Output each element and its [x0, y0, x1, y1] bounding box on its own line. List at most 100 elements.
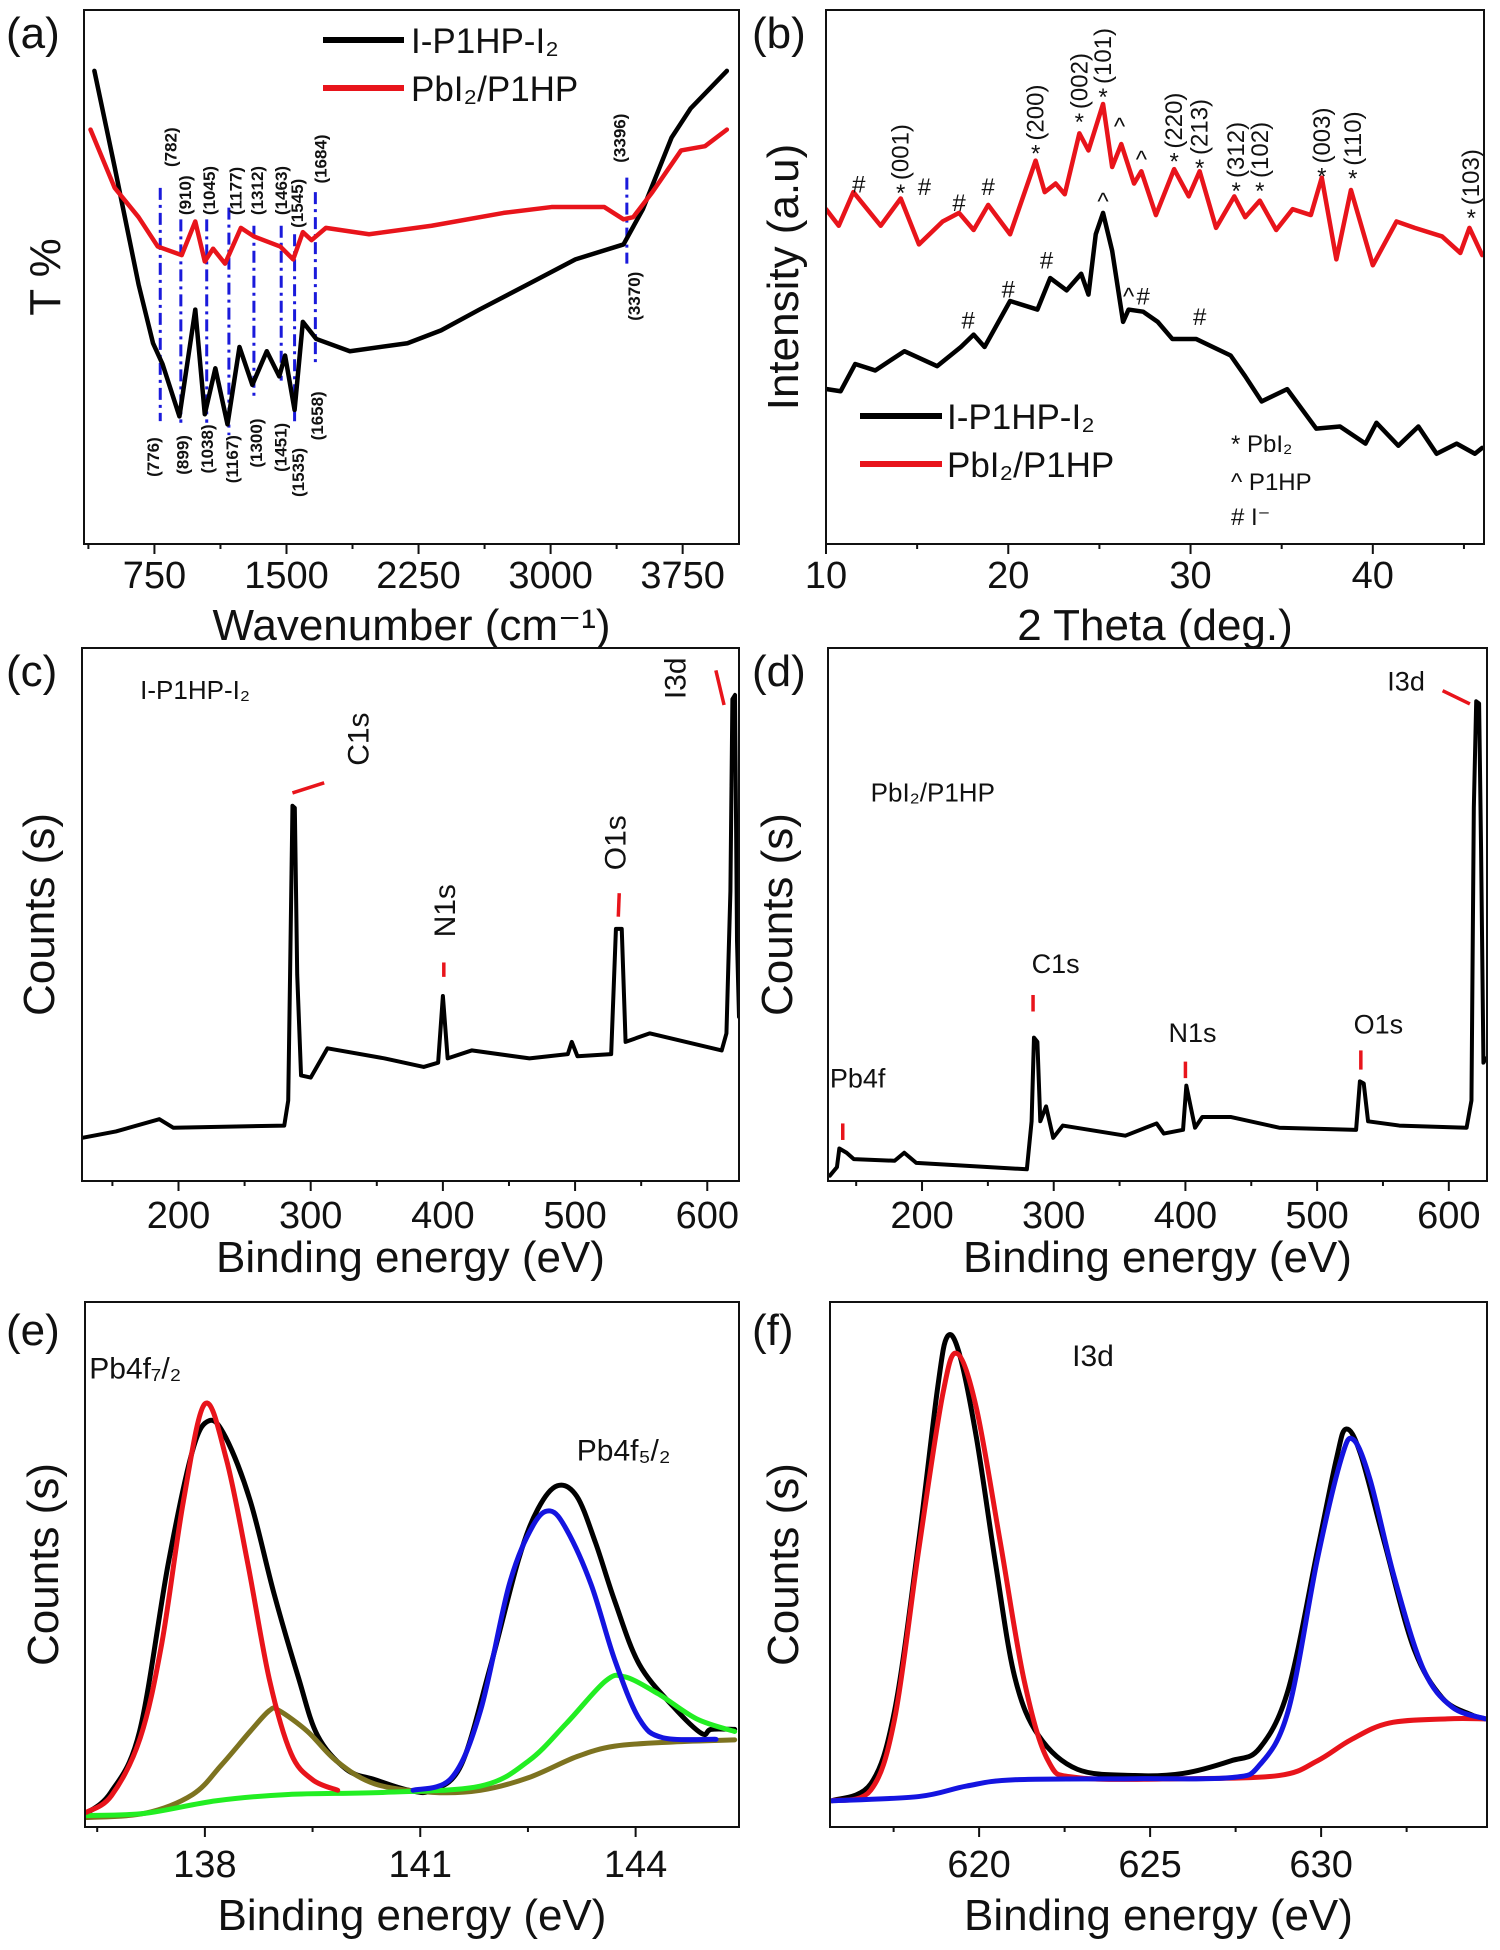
- panel-label: (b): [752, 9, 806, 58]
- peak-wavenumber-label: (1312): [248, 166, 267, 215]
- peak-wavenumber-label: (1463): [272, 166, 291, 215]
- hkl-label: (102): [1247, 122, 1274, 178]
- peak-label: I3d: [660, 657, 693, 699]
- peak-wavenumber-label: (1300): [247, 419, 266, 468]
- x-tick-label: 400: [411, 1195, 474, 1237]
- peak-label: Pb4f: [830, 1064, 886, 1094]
- peak-symbol: #: [1193, 304, 1207, 331]
- y-axis-label: Intensity (a.u): [759, 144, 808, 411]
- peak-symbol: #: [1136, 284, 1150, 311]
- x-tick-label: 630: [1289, 1844, 1352, 1886]
- legend-label: I-P1HP-I₂: [411, 22, 559, 61]
- x-tick-label: 1500: [244, 555, 329, 597]
- x-tick-label: 200: [890, 1195, 953, 1237]
- legend-label: I-P1HP-I₂: [947, 398, 1095, 437]
- peak-symbol: *: [1317, 164, 1326, 191]
- series-line-1: [830, 1350, 1487, 1804]
- hkl-label: (103): [1458, 149, 1485, 205]
- panel-label: (d): [752, 647, 806, 696]
- peak-wavenumber-label: (1177): [227, 167, 246, 215]
- x-tick-label: 600: [676, 1195, 739, 1237]
- hkl-label: (101): [1090, 28, 1117, 84]
- peak-marker: [714, 669, 726, 706]
- y-axis-label: Counts (s): [15, 813, 64, 1016]
- peak-symbol: *: [1098, 84, 1107, 111]
- x-tick-label: 20: [987, 555, 1029, 597]
- peak-symbol: ^: [1123, 284, 1135, 311]
- x-tick-label: 141: [389, 1844, 452, 1886]
- x-tick-label: 500: [1285, 1195, 1348, 1237]
- x-axis-label: Wavenumber (cm⁻¹): [212, 601, 610, 650]
- hkl-label: (110): [1340, 111, 1367, 165]
- peak-wavenumber-label: (899): [174, 435, 193, 475]
- hkl-label: (001): [888, 124, 915, 180]
- symbol-key-note: * PbI₂: [1231, 431, 1292, 458]
- panel-label: (e): [6, 1306, 60, 1355]
- peak-label: Pb4f₇/₂: [89, 1353, 181, 1386]
- peak-wavenumber-label: (3370): [625, 272, 644, 321]
- series-line-pbi-p1hp: [826, 101, 1484, 268]
- x-tick-label: 10: [805, 555, 847, 597]
- symbol-key-note: ^ P1HP: [1231, 469, 1312, 496]
- peak-wavenumber-label: (1545): [288, 179, 307, 228]
- peak-label: N1s: [1169, 1018, 1217, 1048]
- hkl-label: (312): [1223, 122, 1250, 178]
- x-tick-label: 200: [147, 1195, 210, 1237]
- x-tick-label: 3000: [508, 555, 593, 597]
- peak-wavenumber-label: (1535): [289, 448, 308, 497]
- x-axis-label: Binding energy (eV): [216, 1233, 605, 1282]
- peak-wavenumber-label: (1451): [271, 423, 290, 472]
- hkl-label: (003): [1309, 108, 1336, 164]
- peak-symbol: *: [1255, 178, 1264, 205]
- peak-symbol: #: [952, 190, 966, 217]
- peak-symbol: *: [896, 180, 905, 207]
- sample-label: I-P1HP-I₂: [140, 675, 250, 705]
- hkl-label: (213): [1187, 99, 1214, 155]
- x-tick-label: 3750: [640, 555, 725, 597]
- series-line-0: [830, 1332, 1487, 1804]
- peak-label: C1s: [342, 712, 375, 765]
- series-line-i-p1hp-i-: [826, 210, 1484, 457]
- x-tick-label: 30: [1169, 555, 1211, 597]
- peak-wavenumber-label: (1684): [312, 134, 331, 183]
- series-line-0: [85, 1417, 738, 1816]
- series-line-2: [830, 1435, 1487, 1804]
- peak-wavenumber-label: (1658): [308, 391, 327, 440]
- y-axis-label: T %: [21, 238, 70, 315]
- hkl-label: (220): [1161, 93, 1188, 149]
- peak-symbol: *: [1031, 141, 1040, 168]
- peak-symbol: *: [1467, 205, 1476, 232]
- panel-f: 620 625 630 Binding energy (eV) Counts (s) (f…: [752, 1301, 1488, 1940]
- panel-label: (f): [752, 1306, 794, 1355]
- legend: I-P1HP-I₂ PbI₂/P1HP: [860, 398, 1114, 485]
- x-tick-label: 500: [543, 1195, 606, 1237]
- peak-marker: [1441, 689, 1471, 706]
- x-tick-label: 2250: [376, 555, 461, 597]
- peak-wavenumber-label: (910): [176, 175, 195, 215]
- peak-symbol: *: [1169, 149, 1178, 176]
- peak-symbol: ^: [1136, 146, 1148, 173]
- peak-wavenumber-label: (3396): [611, 114, 630, 163]
- panel-b: 10 20 30 40 2 Theta (deg.) Intensity (a.u) (b)…: [752, 9, 1485, 650]
- series-line-2: [85, 1672, 738, 1818]
- peak-symbol: #: [852, 172, 866, 199]
- x-tick-label: 138: [173, 1844, 236, 1886]
- peak-label: O1s: [1354, 1009, 1404, 1039]
- peak-symbol: #: [918, 174, 932, 201]
- peak-symbol: *: [1231, 178, 1240, 205]
- hkl-label: (002): [1066, 53, 1093, 109]
- legend: I-P1HP-I₂ PbI₂/P1HP: [323, 22, 578, 109]
- panel-e: 138 141 144 Binding energy (eV) Counts (s) (e…: [6, 1301, 740, 1940]
- series-line-0: [82, 692, 739, 1140]
- series-line-4: [410, 1508, 719, 1793]
- legend-label: PbI₂/P1HP: [411, 70, 578, 109]
- plot-frame: [829, 1301, 1488, 1828]
- x-tick-label: 625: [1118, 1844, 1181, 1886]
- peak-wavenumber-label: (776): [144, 437, 163, 477]
- legend-label: PbI₂/P1HP: [947, 446, 1114, 485]
- series-line-i-p1hp-i-: [92, 68, 730, 427]
- x-axis-label: 2 Theta (deg.): [1017, 601, 1293, 650]
- x-tick-label: 600: [1417, 1195, 1480, 1237]
- peak-symbol: ^: [1097, 189, 1109, 216]
- peak-symbol: *: [1348, 166, 1357, 193]
